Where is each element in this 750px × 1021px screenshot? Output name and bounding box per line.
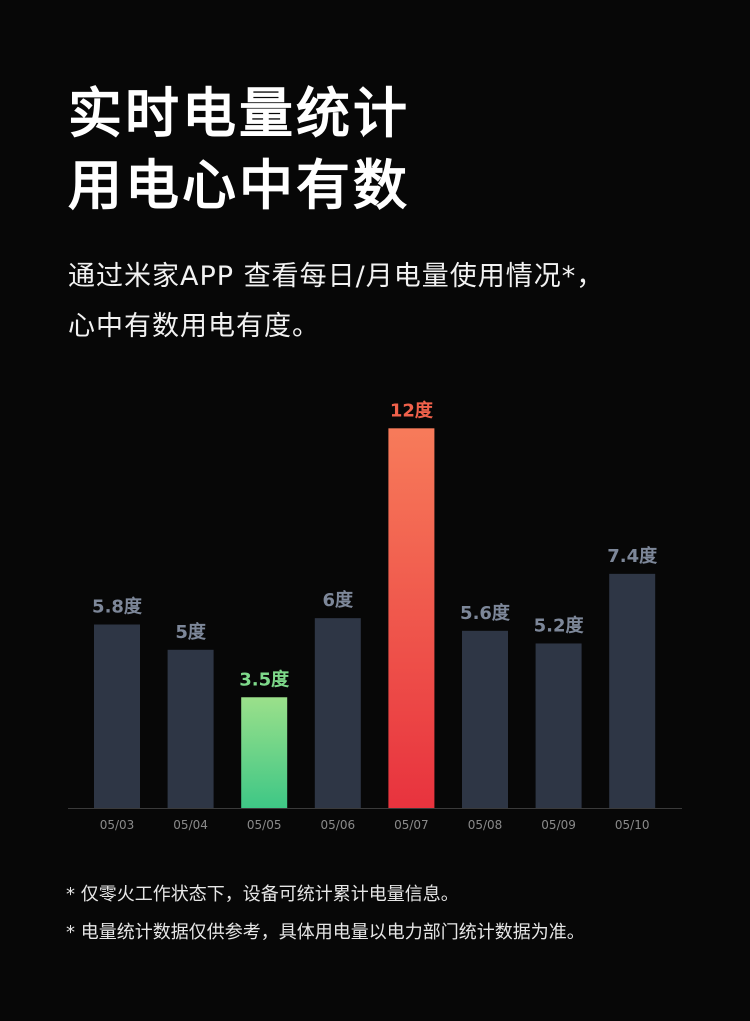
subtitle-line-2: 心中有数用电有度。 <box>68 311 320 342</box>
headline: 实时电量统计 用电心中有数 <box>68 78 410 222</box>
bar-05-03 <box>94 624 140 808</box>
x-tick-label-05-07: 05/07 <box>394 818 429 832</box>
data-label-05-05: 3.5度 <box>239 668 290 690</box>
subtitle-line-1: 通过米家APP 查看每日/月电量使用情况*， <box>68 261 605 292</box>
footnotes: * 仅零火工作状态下，设备可统计累计电量信息。 * 电量统计数据仅供参考，具体用… <box>66 876 585 952</box>
x-tick-label-05-04: 05/04 <box>173 818 208 832</box>
footnote-1: * 仅零火工作状态下，设备可统计累计电量信息。 <box>66 884 459 905</box>
bar-05-06 <box>314 618 361 808</box>
headline-line-2: 用电心中有数 <box>68 154 410 217</box>
data-label-05-06: 6度 <box>323 589 355 611</box>
x-tick-label-05-05: 05/05 <box>247 818 282 832</box>
data-label-05-04: 5度 <box>175 621 207 643</box>
x-tick-label-05-10: 05/10 <box>615 818 650 832</box>
bar-05-09 <box>535 643 582 808</box>
data-label-05-08: 5.6度 <box>460 602 511 624</box>
x-tick-label-05-03: 05/03 <box>100 818 135 832</box>
bar-05-10 <box>609 573 656 808</box>
x-tick-labels: 05/03 05/04 05/05 05/06 05/07 05/08 05/09 05/10 <box>100 818 650 832</box>
data-label-05-09: 5.2度 <box>534 614 585 636</box>
footnote-2: * 电量统计数据仅供参考，具体用电量以电力部门统计数据为准。 <box>66 922 585 943</box>
bar-05-08 <box>462 630 508 808</box>
bar-05-05 <box>241 697 288 808</box>
data-label-05-07: 12度 <box>390 399 434 421</box>
subtitle: 通过米家APP 查看每日/月电量使用情况*， 心中有数用电有度。 <box>68 252 604 352</box>
headline-line-1: 实时电量统计 <box>68 82 410 145</box>
x-tick-label-05-09: 05/09 <box>541 818 576 832</box>
x-tick-label-05-06: 05/06 <box>321 818 356 832</box>
data-label-05-03: 5.8度 <box>92 595 143 617</box>
x-tick-label-05-08: 05/08 <box>468 818 503 832</box>
bar-05-07 <box>388 428 435 808</box>
bars-layer: 5.8度 5度 3.5度 6度 12度 5.6度 5.2度 7.4度 <box>92 399 658 808</box>
data-label-05-10: 7.4度 <box>607 545 658 567</box>
bar-05-04 <box>167 649 214 808</box>
